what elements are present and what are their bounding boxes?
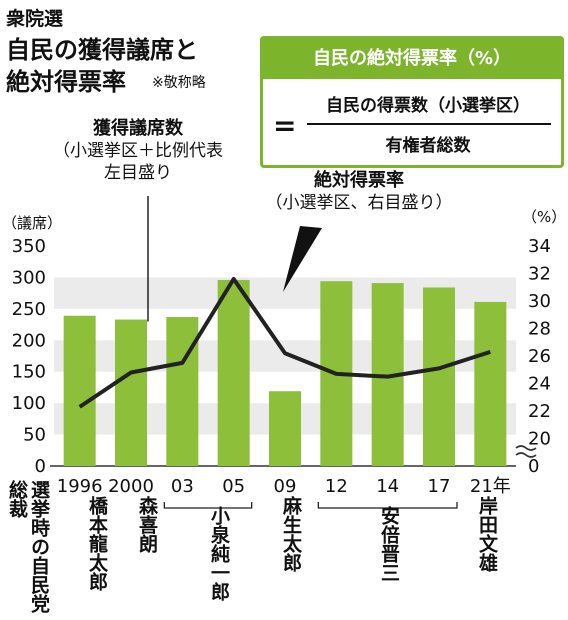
bar <box>63 315 96 466</box>
formula-equals: = <box>273 109 297 142</box>
left-tick-label: 0 <box>35 456 46 477</box>
x-tick-label: 05 <box>222 476 245 497</box>
axis-break-mark <box>515 445 537 451</box>
right-tick-label: 22 <box>528 401 551 422</box>
formula-box: 自民の絶対得票率（%） = 自民の得票数（小選挙区） 有権者総数 <box>260 36 564 168</box>
left-tick-label: 350 <box>12 236 46 257</box>
x-tick-label: 2000 <box>108 476 154 497</box>
rate-annotation: 絶対得票率 （小選挙区、右目盛り） <box>254 170 464 214</box>
x-tick-label: 09 <box>274 476 297 497</box>
seats-annotation-title: 獲得議席数 <box>93 118 183 139</box>
seats-annotation-line2: （小選挙区＋比例代表 <box>53 141 223 161</box>
x-tick-label: 21年 <box>470 476 511 497</box>
right-axis-unit: （%） <box>522 208 567 226</box>
leaders-label: 選挙時の自民党総裁 <box>6 480 50 613</box>
right-tick-label: 20 <box>528 429 551 450</box>
formula-fraction-bar <box>307 123 551 125</box>
x-tick-label: 17 <box>428 476 451 497</box>
left-tick-label: 100 <box>12 393 46 414</box>
right-tick-label: 24 <box>528 374 551 395</box>
title-line-1: 自民の獲得議席と <box>6 36 198 64</box>
right-tick-label: 34 <box>528 236 551 257</box>
left-tick-label: 250 <box>12 299 46 320</box>
formula-numerator: 自民の得票数（小選挙区） <box>326 96 530 116</box>
pm-aso: 麻生太郎 <box>280 496 302 572</box>
right-tick-label: 30 <box>528 291 551 312</box>
x-tick-label: 12 <box>325 476 348 497</box>
rate-annotation-line2: （小選挙区、右目盛り） <box>265 193 453 213</box>
title-line-2: 絶対得票率 <box>6 68 126 96</box>
rate-pointer <box>283 226 322 292</box>
seats-annotation-line3: 左目盛り <box>104 163 172 183</box>
bar <box>217 279 250 466</box>
left-tick-label: 50 <box>23 425 46 446</box>
bar <box>474 301 507 466</box>
bar <box>115 319 147 466</box>
pm-kishida: 岸田文雄 <box>476 496 498 572</box>
right-tick-label: 32 <box>528 264 551 285</box>
right-tick-label: 0 <box>528 456 539 477</box>
right-tick-label: 28 <box>528 319 551 340</box>
pm-koizumi: 小泉純一郎 <box>208 506 230 601</box>
bar <box>423 287 455 466</box>
honorifics-note: ※敬称略 <box>152 75 206 91</box>
seats-annotation: 獲得議席数 （小選挙区＋比例代表 左目盛り <box>38 118 238 184</box>
right-tick-label: 26 <box>528 346 551 367</box>
axis-break-mark <box>515 452 537 458</box>
left-axis-unit: （議席） <box>2 214 63 232</box>
koizumi-bracket <box>163 502 253 509</box>
formula-heading: 自民の絶対得票率（%） <box>263 39 561 79</box>
left-tick-label: 200 <box>12 330 46 351</box>
x-tick-label: 14 <box>376 476 399 497</box>
formula-denominator: 有権者総数 <box>385 136 471 156</box>
bar <box>166 317 199 466</box>
x-tick-label: 1996 <box>57 476 103 497</box>
pm-hashimoto: 橋本龍太郎 <box>86 496 108 591</box>
pm-abe: 安倍晋三 <box>378 506 400 582</box>
bar <box>269 391 301 466</box>
kicker: 衆院選 <box>6 8 64 30</box>
x-tick-label: 03 <box>171 476 194 497</box>
pm-mori: 森喜朗 <box>136 496 158 553</box>
rate-annotation-title: 絶対得票率 <box>314 170 404 191</box>
abe-bracket <box>317 502 458 509</box>
left-tick-label: 150 <box>12 362 46 383</box>
left-tick-label: 300 <box>12 267 46 288</box>
